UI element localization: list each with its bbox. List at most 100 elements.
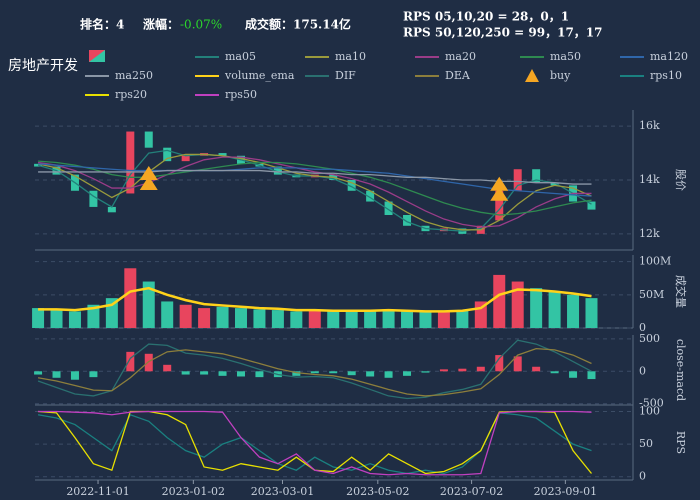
legend-label: ma250	[115, 69, 153, 82]
series-line	[38, 410, 592, 475]
volume-bar	[456, 310, 469, 328]
legend-label: rps10	[650, 69, 682, 82]
volume-bar	[50, 309, 63, 328]
candle	[181, 155, 190, 162]
volume-bar	[68, 311, 81, 328]
change-label: 涨幅：	[143, 17, 179, 32]
x-tick-label: 2023-05-02	[346, 485, 409, 498]
x-tick-label: 2023-03-01	[251, 485, 314, 498]
candle	[126, 131, 135, 194]
macd-bar	[144, 353, 153, 372]
macd-bar	[513, 356, 522, 372]
macd-bar	[532, 366, 541, 372]
volume-bar	[253, 309, 266, 328]
volume-bar	[216, 306, 229, 328]
series-line	[37, 149, 592, 232]
axis-label: 股价	[674, 169, 687, 191]
x-tick-label: 2023-01-02	[162, 485, 225, 498]
macd-bar	[255, 371, 264, 378]
macd-bar	[458, 368, 467, 372]
series-line	[38, 160, 592, 216]
volume-bar	[87, 304, 100, 328]
candle	[366, 190, 375, 202]
y-tick-label: 50M	[639, 288, 664, 301]
volume-bar	[382, 309, 395, 328]
legend-label: buy	[550, 69, 571, 82]
candle	[347, 180, 356, 191]
turnover: 成交额：175.14亿	[245, 17, 351, 32]
volume-bar	[161, 301, 174, 328]
legend-label: ma120	[650, 50, 688, 63]
legend-label: ma10	[335, 50, 366, 63]
y-tick-label: 0	[639, 470, 646, 483]
candle	[107, 206, 116, 213]
macd-bar	[310, 371, 319, 374]
series-line	[37, 156, 592, 228]
candle	[403, 215, 412, 226]
volume-bar	[585, 298, 598, 328]
y-tick-label: 12k	[639, 227, 660, 240]
y-tick-label: -500	[639, 397, 664, 410]
series-line	[37, 412, 592, 475]
candle	[384, 201, 393, 215]
axis-label: RPS	[674, 431, 687, 454]
rps-long: RPS 50,120,250 = 99，17，17	[403, 26, 603, 40]
volume-bar	[530, 288, 543, 328]
legend-label: DIF	[335, 69, 356, 82]
macd-bar	[34, 371, 43, 375]
macd-bar	[236, 371, 245, 377]
legend-label: ma50	[550, 50, 581, 63]
change: -0.07%	[180, 18, 222, 32]
axis-label: close-macd	[674, 339, 687, 401]
volume-bar	[124, 268, 137, 328]
macd-bar	[292, 371, 301, 376]
volume-bar	[234, 308, 247, 328]
volume-bar	[308, 310, 321, 328]
volume-bar	[493, 274, 506, 328]
macd-bar	[384, 371, 393, 378]
macd-bar	[439, 369, 448, 372]
series-line	[37, 339, 592, 400]
legend-label: ma05	[225, 50, 256, 63]
candle	[550, 182, 559, 186]
axis-label: 成交量	[674, 275, 688, 308]
macd-bar	[476, 366, 485, 372]
legend-label: rps50	[225, 88, 257, 101]
candle	[273, 166, 282, 175]
legend-icon	[89, 50, 105, 62]
y-tick-label: 100M	[639, 255, 671, 268]
legend-label: ma20	[445, 50, 476, 63]
y-tick-label: 16k	[639, 119, 660, 132]
volume-bar	[437, 310, 450, 328]
candle	[89, 190, 98, 207]
buy-marker	[139, 166, 158, 190]
macd-bar	[403, 371, 412, 376]
volume-bar	[32, 308, 45, 328]
x-tick-label: 2023-07-02	[440, 485, 503, 498]
legend-label: DEA	[445, 69, 471, 82]
macd-bar	[52, 371, 61, 378]
candle	[532, 169, 541, 183]
macd-bar	[495, 355, 504, 372]
y-tick-label: 100	[639, 405, 660, 418]
candle	[218, 153, 227, 156]
x-tick-label: 2022-11-01	[66, 485, 129, 498]
candle	[513, 169, 522, 191]
macd-bar	[218, 371, 227, 376]
volume-bar	[271, 310, 284, 328]
macd-bar	[200, 371, 209, 375]
volume-bar	[548, 291, 561, 328]
macd-bar	[70, 371, 79, 380]
rank: 排名：4	[80, 17, 124, 32]
volume-bar	[364, 310, 377, 328]
volume-bar	[511, 281, 524, 328]
volume-bar	[345, 311, 358, 328]
y-tick-label: 14k	[639, 173, 660, 186]
volume-bar	[567, 294, 580, 328]
volume-bar	[401, 311, 414, 328]
macd-bar	[366, 371, 375, 377]
x-tick-label: 2023-09-01	[534, 485, 597, 498]
y-tick-label: 500	[639, 332, 660, 345]
y-tick-label: 0	[639, 321, 646, 334]
